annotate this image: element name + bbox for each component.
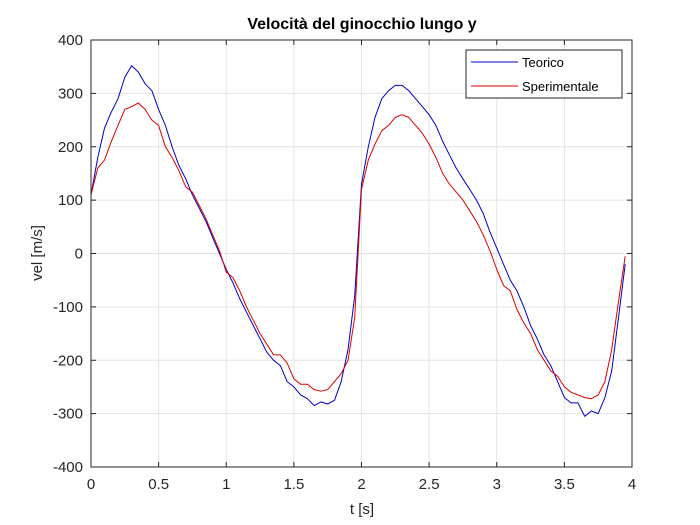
- y-axis-label: vel [m/s]: [29, 225, 46, 281]
- x-tick-label: 3.5: [554, 476, 575, 493]
- x-tick-label: 0.5: [148, 476, 169, 493]
- y-tick-label: -200: [53, 352, 83, 369]
- series-line-teorico: [90, 65, 626, 417]
- x-tick-label: 1.5: [283, 476, 304, 493]
- chart-title: Velocità del ginocchio lungo y: [247, 16, 476, 33]
- axis-ticks: [90, 39, 633, 468]
- y-tick-label: 200: [58, 139, 83, 156]
- y-tick-label: 0: [75, 246, 83, 263]
- legend-label-sperimentale: Sperimentale: [522, 79, 599, 94]
- series-group: [90, 65, 626, 417]
- y-tick-label: 300: [58, 85, 83, 102]
- legend-box: [465, 49, 623, 99]
- x-tick-label: 2: [357, 476, 365, 493]
- y-tick-label: -300: [53, 406, 83, 423]
- legend: Teorico Sperimentale: [465, 49, 623, 99]
- x-tick-label: 0: [87, 476, 95, 493]
- y-tick-label: -100: [53, 299, 83, 316]
- x-tick-label: 2.5: [419, 476, 440, 493]
- y-tick-label: 400: [58, 32, 83, 49]
- x-axis-label: t [s]: [350, 501, 374, 518]
- x-tick-label: 1: [222, 476, 230, 493]
- y-tick-labels: -400 -300 -200 -100 0 100 200 300 400: [53, 32, 83, 476]
- x-tick-label: 4: [628, 476, 636, 493]
- legend-label-teorico: Teorico: [522, 55, 564, 70]
- y-tick-label: 100: [58, 192, 83, 209]
- series-line-sperimentale: [90, 102, 626, 400]
- x-tick-label: 3: [493, 476, 501, 493]
- y-tick-label: -400: [53, 459, 83, 476]
- x-tick-labels: 0 0.5 1 1.5 2 2.5 3 3.5 4: [87, 476, 636, 493]
